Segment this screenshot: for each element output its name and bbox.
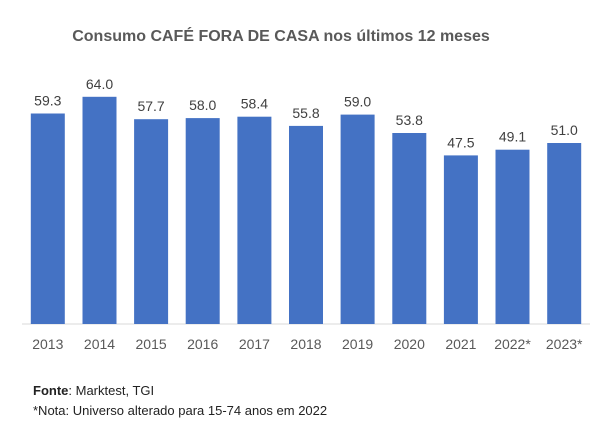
- bar-2018: [289, 125, 323, 325]
- x-tick-label-2015: 2015: [136, 336, 167, 352]
- data-label-2018: 55.8: [292, 105, 319, 121]
- data-label-2014: 64.0: [86, 76, 113, 92]
- source-text: : Marktest, TGI: [68, 383, 155, 398]
- bar-2016: [185, 118, 220, 324]
- bar-2019: [340, 114, 375, 324]
- bar-chart: Consumo CAFÉ FORA DE CASA nos últimos 12…: [22, 26, 590, 352]
- footnote: *Nota: Universo alterado para 15-74 anos…: [33, 403, 328, 418]
- chart-notes: Fonte: Marktest, TGI *Nota: Universo alt…: [33, 381, 327, 421]
- data-label-2013: 59.3: [34, 93, 61, 109]
- x-tick-label-2021: 2021: [445, 336, 476, 352]
- x-tick-label-2019: 2019: [342, 336, 373, 352]
- data-label-2017: 58.4: [241, 96, 268, 112]
- data-label-2020: 53.8: [396, 112, 423, 128]
- bar-2021: [443, 155, 478, 324]
- bar-2017: [237, 116, 272, 324]
- bar-2013: [30, 113, 65, 324]
- data-label-2023-star: 51.0: [551, 122, 578, 138]
- data-label-2021: 47.5: [447, 134, 474, 150]
- chart-title: Consumo CAFÉ FORA DE CASA nos últimos 12…: [72, 26, 490, 45]
- source-label: Fonte: [33, 383, 69, 398]
- x-tick-label-2013: 2013: [32, 336, 63, 352]
- bar-2022-star: [495, 149, 530, 324]
- x-tick-label-2022-star: 2022*: [494, 336, 531, 352]
- data-label-2019: 59.0: [344, 94, 371, 110]
- source-note: Fonte: Marktest, TGI: [33, 381, 327, 401]
- x-tick-label-2017: 2017: [239, 336, 270, 352]
- bar-2020: [392, 133, 427, 324]
- x-tick-label-2018: 2018: [290, 336, 321, 352]
- data-label-2015: 57.7: [137, 98, 164, 114]
- x-tick-label-2014: 2014: [84, 336, 115, 352]
- x-tick-label-2020: 2020: [394, 336, 425, 352]
- data-label-2016: 58.0: [189, 97, 216, 113]
- x-tick-label-2016: 2016: [187, 336, 218, 352]
- x-tick-label-2023-star: 2023*: [546, 336, 583, 352]
- bar-2014: [82, 96, 117, 324]
- bar-2023-star: [547, 143, 582, 324]
- bar-2015: [134, 119, 169, 324]
- data-label-2022-star: 49.1: [499, 129, 526, 145]
